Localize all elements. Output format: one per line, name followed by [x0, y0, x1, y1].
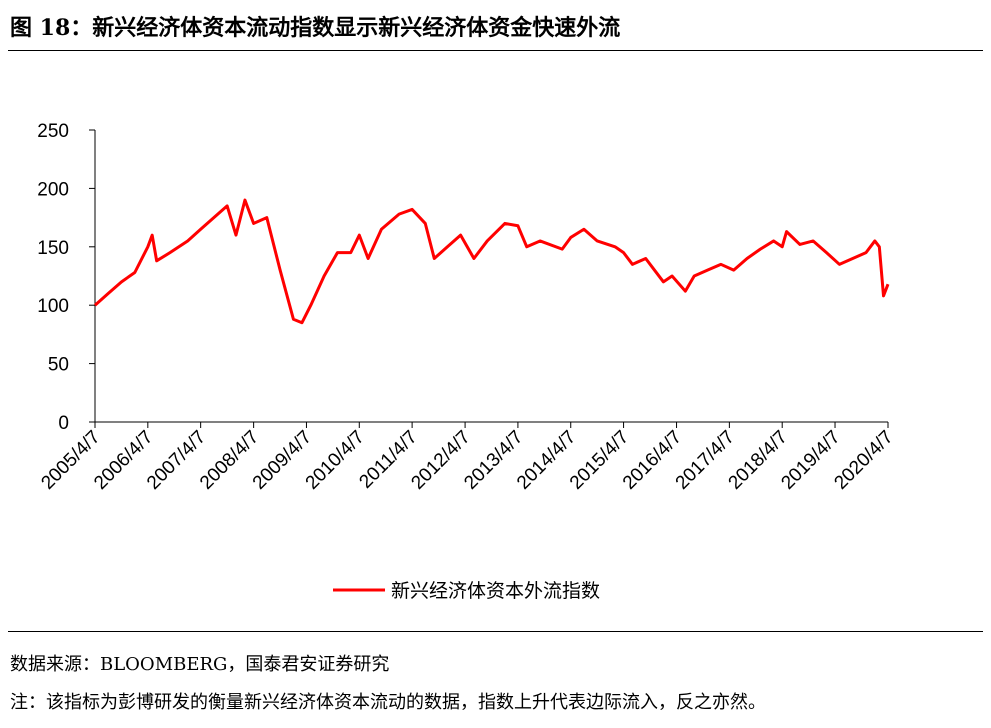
x-tick-label: 2020/4/7	[830, 427, 897, 494]
bottom-rule	[8, 631, 983, 632]
y-tick-label: 150	[37, 238, 69, 259]
note: 注：该指标为彭博研发的衡量新兴经济体资本流动的数据，指数上升代表边际流入，反之亦…	[10, 692, 766, 713]
x-tick-label: 2010/4/7	[302, 427, 369, 494]
figure-title: 图 18：新兴经济体资本流动指数显示新兴经济体资金快速外流	[10, 15, 621, 41]
y-tick-label: 50	[48, 355, 69, 376]
legend-label: 新兴经济体资本外流指数	[391, 580, 600, 602]
chart: 0501001502002502005/4/72006/4/72007/4/72…	[37, 121, 897, 602]
data-line	[94, 198, 890, 325]
y-tick-label: 200	[37, 179, 69, 200]
top-rule	[8, 50, 983, 51]
y-tick-label: 0	[58, 413, 69, 434]
y-tick-label: 250	[37, 121, 69, 142]
source: 数据来源：BLOOMBERG，国泰君安证券研究	[10, 654, 390, 675]
y-tick-label: 100	[37, 296, 69, 317]
